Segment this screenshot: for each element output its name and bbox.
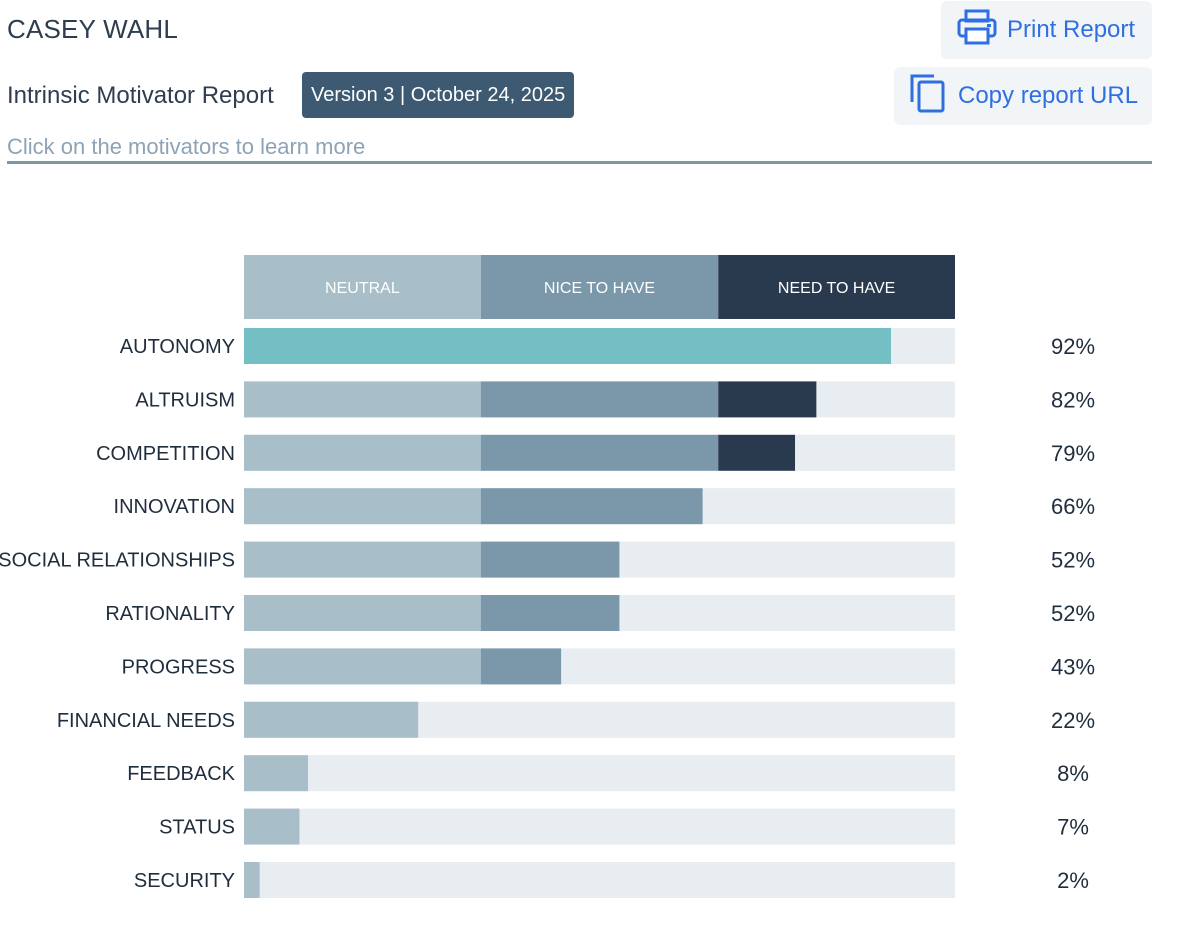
category-label-social-relationships[interactable]: SOCIAL RELATIONSHIPS	[0, 550, 235, 572]
bar-competition-segment-2[interactable]	[480, 434, 719, 471]
motivator-row-social-relationships[interactable]: SOCIAL RELATIONSHIPS 52%	[0, 541, 1095, 578]
bar-competition-segment-1[interactable]	[244, 434, 481, 471]
header-divider	[7, 161, 1152, 164]
bar-track	[244, 808, 955, 845]
category-label-security[interactable]: SECURITY	[134, 870, 235, 892]
bar-altruism-segment-1[interactable]	[244, 381, 481, 418]
report-title: Intrinsic Motivator Report	[7, 82, 274, 109]
category-label-status[interactable]: STATUS	[159, 817, 235, 839]
motivator-row-innovation[interactable]: INNOVATION 66%	[114, 488, 1096, 525]
copy-report-url-label: Copy report URL	[958, 82, 1139, 109]
copy-icon	[908, 72, 948, 121]
value-label-status: 7%	[1057, 815, 1089, 840]
value-label-social-relationships: 52%	[1051, 548, 1095, 573]
bar-progress-segment-2[interactable]	[480, 648, 562, 685]
version-badge: Version 3 | October 24, 2025	[302, 72, 575, 118]
value-label-altruism: 82%	[1051, 387, 1095, 412]
value-label-autonomy: 92%	[1051, 334, 1095, 359]
bar-social-relationships-segment-1[interactable]	[244, 541, 481, 578]
zone-label-need-to-have: NEED TO HAVE	[778, 280, 895, 297]
motivator-row-autonomy[interactable]: AUTONOMY 92%	[120, 328, 1095, 364]
bar-financial-needs-segment-1[interactable]	[244, 701, 419, 738]
motivator-row-progress[interactable]: PROGRESS 43%	[122, 648, 1095, 685]
motivator-row-status[interactable]: STATUS 7%	[159, 808, 1089, 845]
bar-altruism-segment-2[interactable]	[480, 381, 719, 418]
bar-progress-segment-1[interactable]	[244, 648, 481, 685]
category-label-altruism[interactable]: ALTRUISM	[135, 389, 235, 411]
zone-label-nice-to-have: NICE TO HAVE	[544, 280, 655, 297]
value-label-financial-needs: 22%	[1051, 708, 1095, 733]
motivator-row-rationality[interactable]: RATIONALITY 52%	[105, 595, 1095, 631]
category-label-feedback[interactable]: FEEDBACK	[127, 763, 235, 785]
zone-header-nice-to-have	[480, 255, 719, 319]
zone-label-neutral: NEUTRAL	[325, 280, 400, 297]
bar-altruism-segment-3[interactable]	[718, 381, 817, 418]
copy-report-url-button[interactable]: Copy report URL	[894, 67, 1152, 125]
hint-text: Click on the motivators to learn more	[7, 134, 366, 159]
motivator-row-financial-needs[interactable]: FINANCIAL NEEDS 22%	[57, 701, 1095, 738]
category-label-competition[interactable]: COMPETITION	[96, 443, 235, 465]
bar-track	[244, 755, 955, 792]
bar-rationality-segment-2[interactable]	[480, 595, 620, 631]
bar-competition-segment-3[interactable]	[718, 434, 796, 471]
bar-innovation-segment-2[interactable]	[480, 488, 703, 525]
value-label-progress: 43%	[1051, 654, 1095, 679]
motivator-row-security[interactable]: SECURITY 2%	[134, 862, 1089, 898]
motivator-chart: NEUTRAL NICE TO HAVE NEED TO HAVE AUTONOMY 9…	[0, 255, 1096, 898]
value-label-competition: 79%	[1051, 441, 1095, 466]
bar-social-relationships-segment-2[interactable]	[480, 541, 620, 578]
bar-rationality-segment-1[interactable]	[244, 595, 481, 631]
category-label-innovation[interactable]: INNOVATION	[114, 496, 235, 518]
bar-innovation-segment-1[interactable]	[244, 488, 481, 525]
bar-security-segment-1[interactable]	[244, 862, 260, 898]
motivator-row-altruism[interactable]: ALTRUISM 82%	[135, 381, 1095, 418]
value-label-feedback: 8%	[1057, 761, 1089, 786]
zone-header-need-to-have	[718, 255, 955, 319]
value-label-rationality: 52%	[1051, 601, 1095, 626]
print-report-button[interactable]: Print Report	[941, 1, 1152, 59]
print-report-label: Print Report	[1007, 16, 1136, 43]
bar-feedback-segment-1[interactable]	[244, 755, 308, 792]
category-label-rationality[interactable]: RATIONALITY	[105, 603, 235, 625]
value-label-innovation: 66%	[1051, 494, 1095, 519]
bar-autonomy[interactable]	[244, 328, 892, 364]
zone-header-neutral	[244, 255, 481, 319]
category-label-autonomy[interactable]: AUTONOMY	[120, 336, 235, 358]
motivator-row-feedback[interactable]: FEEDBACK 8%	[127, 755, 1089, 792]
printer-icon	[957, 9, 997, 52]
category-label-progress[interactable]: PROGRESS	[122, 656, 235, 678]
value-label-security: 2%	[1057, 868, 1089, 893]
motivator-row-competition[interactable]: COMPETITION 79%	[96, 434, 1095, 471]
bar-track	[244, 862, 955, 898]
bar-status-segment-1[interactable]	[244, 808, 300, 845]
category-label-financial-needs[interactable]: FINANCIAL NEEDS	[57, 710, 235, 732]
person-name: CASEY WAHL	[7, 14, 179, 44]
